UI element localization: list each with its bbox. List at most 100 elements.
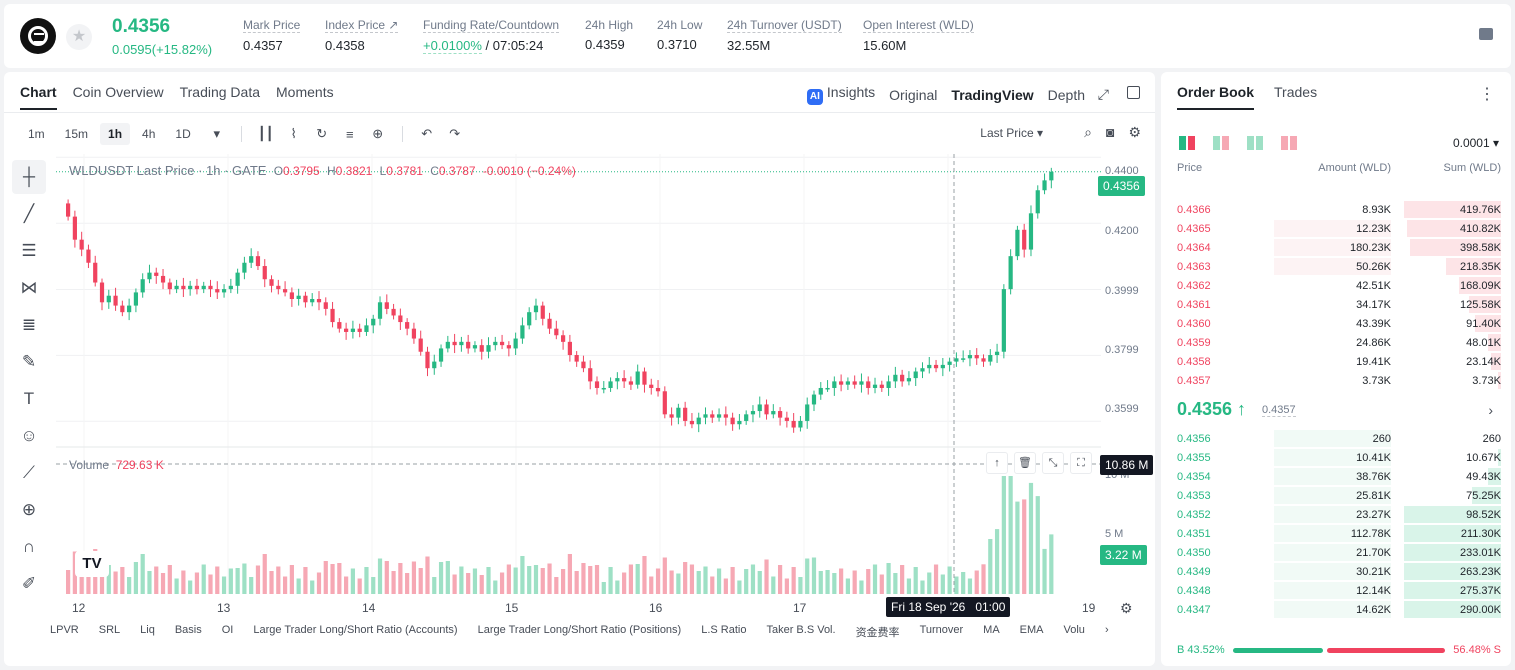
tab-moments[interactable]: Moments — [276, 84, 334, 100]
tab-tradingview[interactable]: TradingView — [951, 86, 1034, 103]
view-bids-icon[interactable] — [1247, 136, 1263, 150]
price-chart[interactable] — [56, 154, 1104, 609]
ask-row[interactable]: 0.4362 42.51K 168.09K — [1177, 276, 1501, 295]
tab-original[interactable]: Original — [889, 86, 938, 103]
volume-bar — [1022, 499, 1027, 594]
text-icon[interactable]: T — [23, 389, 35, 408]
indicator-basis[interactable]: Basis — [174, 624, 202, 636]
ask-row[interactable]: 0.4358 19.41K 23.14K — [1177, 352, 1501, 371]
zoom-in-icon[interactable]: ⊕ — [21, 500, 37, 519]
maximize-icon[interactable]: ⛶ — [1070, 452, 1092, 474]
chevron-right-icon[interactable]: › — [1488, 402, 1493, 418]
tab-insights[interactable]: AI Insights — [806, 84, 875, 105]
view-both-icon[interactable] — [1179, 136, 1195, 150]
interval-1d[interactable]: 1D — [175, 127, 191, 141]
add-indicator-icon[interactable]: ⊕ — [372, 126, 384, 141]
interval-4h[interactable]: 4h — [142, 127, 156, 141]
indicator-funding-rate[interactable]: 资金费率 — [855, 627, 900, 639]
ask-row[interactable]: 0.4365 12.23K 410.82K — [1177, 219, 1501, 238]
volume-bar — [567, 554, 572, 594]
brush-icon[interactable]: ✎ — [21, 352, 37, 371]
tab-trading-data[interactable]: Trading Data — [179, 84, 261, 100]
precision-select[interactable]: 0.0001 ▾ — [1452, 136, 1499, 150]
ask-row[interactable]: 0.4360 43.39K 91.40K — [1177, 314, 1501, 333]
fullscreen-icon[interactable]: ⤢ — [1097, 86, 1109, 102]
tab-coin-overview[interactable]: Coin Overview — [72, 84, 164, 100]
volume-bar — [872, 564, 878, 594]
crosshair-icon[interactable]: ┼ — [12, 160, 46, 194]
funding-rate-value: +0.0100% — [423, 38, 482, 54]
camera-icon[interactable]: ◙ — [1105, 124, 1115, 140]
axis-settings-icon[interactable]: ⚙ — [1120, 600, 1133, 616]
indicators-icon[interactable]: ⌇ — [290, 126, 297, 141]
template-icon[interactable]: ≡ — [345, 126, 354, 142]
ruler-icon[interactable]: ⟋ — [23, 463, 35, 482]
magnet-icon[interactable]: ∩ — [22, 537, 36, 556]
trash-icon[interactable]: 🗑 — [1014, 452, 1036, 474]
indicator-lt-accounts[interactable]: Large Trader Long/Short Ratio (Accounts) — [253, 624, 458, 636]
gear-icon[interactable]: ⚙ — [1128, 124, 1141, 140]
interval-1m[interactable]: 1m — [28, 127, 45, 141]
indicator-volume[interactable]: Volu — [1063, 624, 1085, 636]
bid-row[interactable]: 0.4352 23.27K 98.52K — [1177, 505, 1501, 524]
replay-icon[interactable]: ↻ — [316, 126, 328, 141]
fib-icon[interactable]: ≣ — [21, 315, 37, 334]
bid-row[interactable]: 0.4351 112.78K 211.30K — [1177, 524, 1501, 543]
ask-row[interactable]: 0.4364 180.23K 398.58K — [1177, 238, 1501, 257]
bid-row[interactable]: 0.4350 21.70K 233.01K — [1177, 543, 1501, 562]
indicator-lt-positions[interactable]: Large Trader Long/Short Ratio (Positions… — [477, 624, 682, 636]
bid-row[interactable]: 0.4348 12.14K 275.37K — [1177, 581, 1501, 600]
view-bids-asks-icon[interactable] — [1213, 136, 1229, 150]
indicator-oi[interactable]: OI — [221, 624, 234, 636]
interval-15m[interactable]: 15m — [64, 127, 89, 141]
tab-order-book[interactable]: Order Book — [1177, 84, 1255, 110]
indicator-ls-ratio[interactable]: L.S Ratio — [701, 624, 747, 636]
emoji-icon[interactable]: ☺ — [20, 426, 38, 445]
volume-bar — [744, 569, 749, 594]
redo-icon[interactable]: ↷ — [449, 126, 461, 141]
notebook-icon[interactable] — [1479, 28, 1493, 40]
bid-row[interactable]: 0.4355 10.41K 10.67K — [1177, 448, 1501, 467]
tab-chart[interactable]: Chart — [20, 84, 57, 110]
more-icon[interactable]: ⋮ — [1479, 86, 1495, 103]
pattern-icon[interactable]: ⋈ — [20, 278, 38, 297]
ask-row[interactable]: 0.4357 3.73K 3.73K — [1177, 371, 1501, 390]
indicator-taker-vol[interactable]: Taker B.S Vol. — [766, 624, 836, 636]
favorite-star-icon[interactable]: ★ — [66, 24, 92, 50]
bid-row[interactable]: 0.4353 25.81K 75.25K — [1177, 486, 1501, 505]
bid-row[interactable]: 0.4354 38.76K 49.43K — [1177, 467, 1501, 486]
ask-row[interactable]: 0.4359 24.86K 48.01K — [1177, 333, 1501, 352]
bid-row[interactable]: 0.4347 14.62K 290.00K — [1177, 600, 1501, 619]
chevron-right-icon[interactable]: › — [1104, 624, 1109, 636]
tab-depth[interactable]: Depth — [1047, 86, 1085, 103]
bid-row[interactable]: 0.4356 260 260 — [1177, 429, 1501, 448]
indicator-srl[interactable]: SRL — [98, 624, 121, 636]
tab-trades[interactable]: Trades — [1274, 84, 1318, 100]
order-sum: 3.73K — [1472, 375, 1501, 387]
indicator-ma[interactable]: MA — [983, 624, 1000, 636]
undo-icon[interactable]: ↶ — [421, 126, 433, 141]
arrow-up-icon[interactable]: ↑ — [986, 452, 1008, 474]
depth-bar — [1403, 544, 1501, 561]
indicator-turnover[interactable]: Turnover — [919, 624, 964, 636]
tradingview-logo-icon[interactable]: TV — [75, 551, 109, 577]
bid-row[interactable]: 0.4349 30.21K 263.23K — [1177, 562, 1501, 581]
interval-dropdown-icon[interactable]: ▾ — [213, 126, 220, 141]
parallel-lines-icon[interactable]: ☰ — [21, 241, 37, 260]
ask-row[interactable]: 0.4361 34.17K 125.58K — [1177, 295, 1501, 314]
stat-index-price[interactable]: Index Price ↗ 0.4358 — [325, 18, 399, 53]
ask-row[interactable]: 0.4366 8.93K 419.76K — [1177, 200, 1501, 219]
price-source-select[interactable]: Last Price ▾ — [980, 126, 1043, 140]
window-icon[interactable] — [1127, 86, 1140, 99]
search-icon[interactable]: ⌕ — [1084, 124, 1092, 140]
indicator-liq[interactable]: Liq — [140, 624, 155, 636]
collapse-icon[interactable]: ⤡ — [1042, 452, 1064, 474]
interval-1h[interactable]: 1h — [100, 123, 131, 145]
trend-line-icon[interactable]: ╱ — [23, 204, 35, 223]
indicator-lpvr[interactable]: LPVR — [50, 624, 79, 636]
ask-row[interactable]: 0.4363 50.26K 218.35K — [1177, 257, 1501, 276]
candle-type-icon[interactable]: ┃┃ — [257, 126, 274, 141]
indicator-ema[interactable]: EMA — [1019, 624, 1044, 636]
view-asks-icon[interactable] — [1281, 136, 1297, 150]
pencil-lock-icon[interactable]: ✐ — [21, 574, 37, 593]
